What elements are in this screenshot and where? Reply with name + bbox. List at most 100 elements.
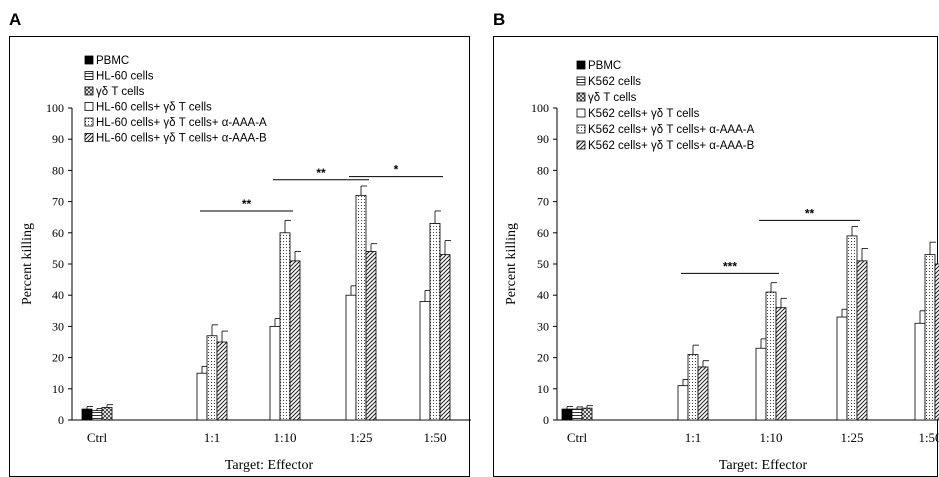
x-tick-label: 1:10 [273,430,296,445]
y-tick-label: 30 [52,319,64,333]
x-tick-label: 1:1 [685,430,702,445]
y-tick-label: 70 [537,195,549,209]
bar [289,260,301,421]
bar [856,260,868,421]
legend-label: PBMC [588,60,621,72]
y-tick-label: 20 [52,351,64,365]
legend-swatch [84,133,94,142]
bar [934,263,939,421]
bar [561,408,573,421]
bar [677,385,689,421]
y-tick-label: 100 [46,101,64,115]
legend-label: K562 cells+ γδ T cells+ α-AAA-A [588,124,755,136]
legend-swatch [84,55,94,65]
x-tick-label: Ctrl [567,430,588,445]
x-tick-label: 1:25 [349,430,372,445]
legend-swatch [84,86,94,96]
bar [269,325,281,421]
chart-panel-a: 0 10 20 30 40 50 60 70 80 90 100 Ctrl 1:1 1:10 1:25 1:5… [9,36,471,477]
legend-label: HL-60 cells+ γδ T cells+ α-AAA-A [96,117,267,129]
x-tick-label: Ctrl [87,430,108,445]
significance-label: ** [805,206,815,220]
bar [279,232,291,421]
panel-label-b: B [493,10,506,29]
bar [836,316,848,421]
bar [775,307,787,421]
x-axis-label: Target: Effector [225,458,314,473]
y-tick-label: 0 [543,413,549,427]
bar [755,347,767,421]
x-tick-label: 1:10 [759,430,782,445]
legend-label: PBMC [96,55,129,67]
bar [687,354,699,421]
legend-label: K562 cells [588,76,641,88]
legend-swatch [576,140,586,150]
y-axis-label: Percent killing [20,223,35,305]
bar [81,408,93,421]
significance-label: ** [242,197,252,211]
bar [697,366,709,421]
chart-frame [9,36,470,477]
legend-label: γδ T cells [588,92,637,104]
y-tick-label: 60 [537,226,549,240]
x-tick-label: 1:1 [204,430,221,445]
significance-label: ** [316,166,326,180]
bar [429,223,441,421]
bar [765,291,777,421]
y-tick-label: 10 [537,382,549,396]
y-tick-label: 80 [537,163,549,177]
y-tick-label: 30 [537,319,549,333]
y-tick-label: 0 [58,413,64,427]
bar [355,194,367,421]
x-tick-label: 1:25 [840,430,863,445]
bar [206,335,218,421]
legend-label: HL-60 cells [96,71,154,83]
significance-label: * [394,163,399,177]
y-tick-label: 40 [537,288,549,302]
chart-frame [493,36,938,477]
y-tick-label: 50 [537,257,549,271]
bar [846,235,858,421]
legend-swatch [84,71,94,80]
bar [345,294,357,421]
y-tick-label: 90 [537,132,549,146]
y-tick-label: 10 [52,382,64,396]
y-tick-label: 90 [52,132,64,146]
x-tick-label: 1:50 [423,430,446,445]
bar [101,407,113,421]
y-axis-label: Percent killing [504,223,519,305]
y-tick-label: 100 [531,101,549,115]
bar [924,254,936,421]
legend-swatch [576,92,586,102]
legend-label: HL-60 cells+ γδ T cells+ α-AAA-B [96,133,267,145]
y-tick-label: 50 [52,257,64,271]
bar [91,410,103,421]
y-tick-label: 40 [52,288,64,302]
bar [914,322,926,421]
legend-label: HL-60 cells+ γδ T cells [96,102,212,114]
legend-swatch [576,124,586,134]
y-tick-label: 70 [52,195,64,209]
bar [419,301,431,421]
chart-panel-b: 0 10 20 30 40 50 60 70 80 90 100 Ctrl 1:1 1:10 1:25 1:5… [493,36,939,477]
legend-swatch [84,102,94,111]
x-tick-label: 1:50 [918,430,939,445]
bar [581,407,593,421]
bar [196,372,208,421]
y-tick-label: 60 [52,226,64,240]
y-tick-label: 80 [52,163,64,177]
significance-label: *** [723,259,737,273]
legend-label: γδ T cells [96,86,145,98]
bar [216,341,228,421]
bar [439,254,451,421]
panel-label-a: A [9,10,22,29]
legend-swatch [576,76,586,86]
bar [365,251,377,421]
y-tick-label: 20 [537,351,549,365]
x-axis-label: Target: Effector [719,458,808,473]
legend-swatch [576,60,586,70]
bar [571,408,583,421]
legend-swatch [576,108,586,118]
legend-swatch [84,117,94,127]
legend-label: K562 cells+ γδ T cells [588,108,700,120]
